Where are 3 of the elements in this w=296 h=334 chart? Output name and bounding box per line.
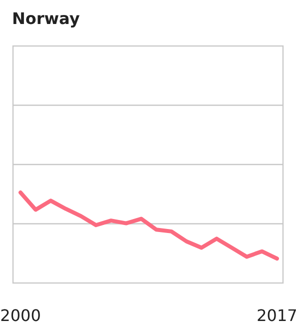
chart-title: Norway bbox=[12, 9, 80, 28]
x-tick-label: 2000 bbox=[0, 306, 41, 325]
x-tick-label: 2017 bbox=[256, 306, 296, 325]
